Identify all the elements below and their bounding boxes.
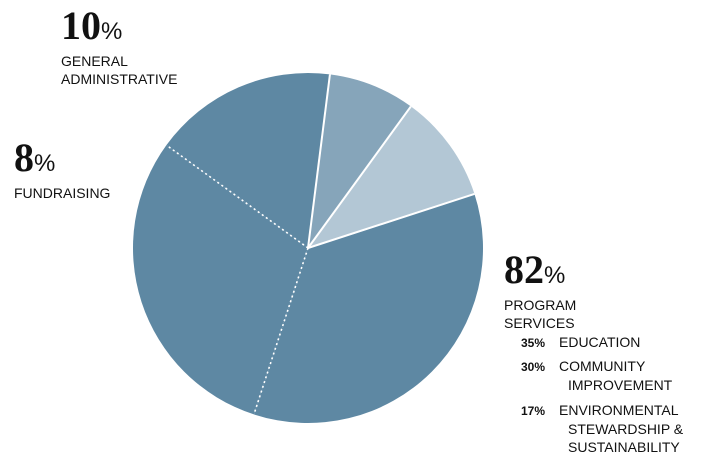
pie-slice-general-administrative (308, 106, 475, 248)
fundraising-label: FUNDRAISING (14, 185, 111, 201)
program-label: PROGRAM SERVICES (504, 297, 577, 331)
pie-slice-fundraising (308, 74, 411, 248)
slice-divider (307, 74, 331, 249)
sub-item-label-line2: IMPROVEMENT (568, 377, 673, 393)
sub-item-label: ENVIRONMENTAL (559, 402, 679, 418)
sub-item-percent: 30% (521, 360, 546, 374)
slice-divider-dotted (165, 144, 309, 249)
pie-slice-community-improvement (132, 145, 308, 415)
program-percent: 82% (504, 247, 566, 292)
sub-item-education: 35% EDUCATION (521, 333, 640, 352)
sub-item-label-line3: SUSTAINABILITY (568, 439, 680, 455)
sub-item-label-line2: STEWARDSHIP & (568, 421, 684, 437)
fundraising-callout: 8% FUNDRAISING (14, 138, 110, 202)
admin-label: GENERAL ADMINISTRATIVE (61, 53, 178, 87)
admin-percent: 10% (61, 3, 123, 48)
slice-divider-dotted (253, 247, 309, 415)
slice-divider (307, 192, 475, 249)
pie-slice-environmental-stewardship-sustainability (166, 73, 330, 248)
sub-item-label: COMMUNITY (559, 358, 646, 374)
sub-item-label: EDUCATION (559, 334, 641, 350)
slice-divider (307, 105, 412, 249)
sub-item-percent: 35% (521, 336, 546, 350)
pie-slice-education (253, 193, 483, 423)
program-callout: 82% PROGRAM SERVICES (504, 250, 576, 332)
sub-item-community-improvement: 30% COMMUNITY IMPROVEMENT (521, 357, 672, 394)
sub-item-environmental: 17% ENVIRONMENTAL STEWARDSHIP & SUSTAINAB… (521, 401, 683, 456)
sub-item-percent: 17% (521, 404, 546, 418)
admin-callout: 10% GENERAL ADMINISTRATIVE (61, 6, 177, 88)
fundraising-percent: 8% (14, 135, 56, 180)
